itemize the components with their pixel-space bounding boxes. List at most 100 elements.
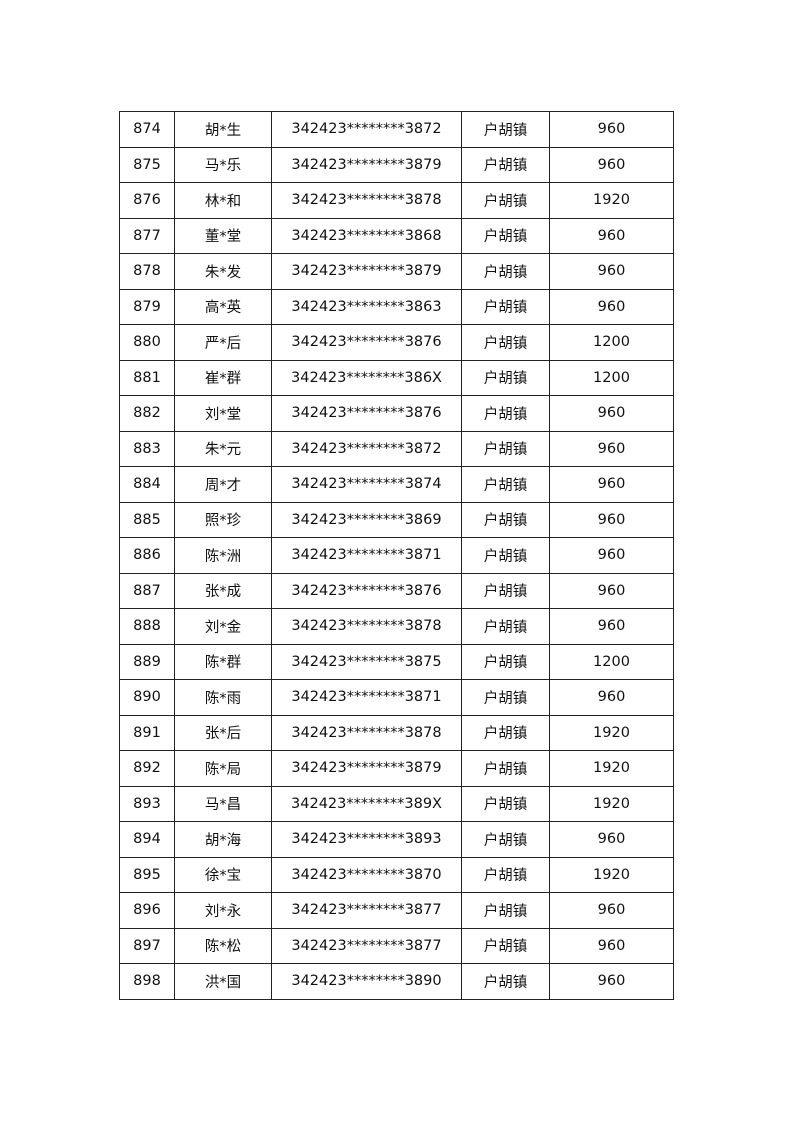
table-row: 881 崔*群 342423********386X 户胡镇 1200 <box>119 359 674 396</box>
row-number-cell: 883 <box>119 430 175 467</box>
id-number-cell: 342423********3876 <box>271 572 462 609</box>
table-row: 894 胡*海 342423********3893 户胡镇 960 <box>119 821 674 858</box>
name-cell: 朱*元 <box>174 430 272 467</box>
row-number-cell: 874 <box>119 111 175 148</box>
table-body: 874 胡*生 342423********3872 户胡镇 960 875 马*乐 3424… <box>119 111 674 1000</box>
town-cell: 户胡镇 <box>461 679 550 716</box>
amount-cell: 960 <box>549 537 674 574</box>
town-cell: 户胡镇 <box>461 501 550 538</box>
name-cell: 陈*松 <box>174 927 272 964</box>
name-cell: 周*才 <box>174 466 272 503</box>
amount-cell: 960 <box>549 146 674 183</box>
table-row: 874 胡*生 342423********3872 户胡镇 960 <box>119 111 674 148</box>
name-cell: 洪*国 <box>174 963 272 1000</box>
row-number-cell: 891 <box>119 714 175 751</box>
town-cell: 户胡镇 <box>461 572 550 609</box>
id-number-cell: 342423********3870 <box>271 856 462 893</box>
id-number-cell: 342423********3869 <box>271 501 462 538</box>
amount-cell: 1920 <box>549 750 674 787</box>
name-cell: 崔*群 <box>174 359 272 396</box>
row-number-cell: 893 <box>119 785 175 822</box>
town-cell: 户胡镇 <box>461 288 550 325</box>
id-number-cell: 342423********3876 <box>271 395 462 432</box>
row-number-cell: 884 <box>119 466 175 503</box>
amount-cell: 960 <box>549 963 674 1000</box>
name-cell: 刘*堂 <box>174 395 272 432</box>
table-row: 895 徐*宝 342423********3870 户胡镇 1920 <box>119 856 674 893</box>
row-number-cell: 894 <box>119 821 175 858</box>
town-cell: 户胡镇 <box>461 714 550 751</box>
table-row: 889 陈*群 342423********3875 户胡镇 1200 <box>119 643 674 680</box>
table-row: 884 周*才 342423********3874 户胡镇 960 <box>119 466 674 503</box>
id-number-cell: 342423********3879 <box>271 146 462 183</box>
name-cell: 董*堂 <box>174 217 272 254</box>
amount-cell: 960 <box>549 892 674 929</box>
table-row: 877 董*堂 342423********3868 户胡镇 960 <box>119 217 674 254</box>
amount-cell: 1200 <box>549 643 674 680</box>
town-cell: 户胡镇 <box>461 750 550 787</box>
id-number-cell: 342423********3875 <box>271 643 462 680</box>
name-cell: 刘*永 <box>174 892 272 929</box>
name-cell: 刘*金 <box>174 608 272 645</box>
town-cell: 户胡镇 <box>461 217 550 254</box>
amount-cell: 1920 <box>549 182 674 219</box>
row-number-cell: 882 <box>119 395 175 432</box>
id-number-cell: 342423********3868 <box>271 217 462 254</box>
town-cell: 户胡镇 <box>461 963 550 1000</box>
data-table: 874 胡*生 342423********3872 户胡镇 960 875 马*乐 3424… <box>119 111 674 1000</box>
row-number-cell: 879 <box>119 288 175 325</box>
town-cell: 户胡镇 <box>461 785 550 822</box>
town-cell: 户胡镇 <box>461 856 550 893</box>
id-number-cell: 342423********3871 <box>271 537 462 574</box>
name-cell: 照*珍 <box>174 501 272 538</box>
town-cell: 户胡镇 <box>461 821 550 858</box>
amount-cell: 960 <box>549 679 674 716</box>
table-row: 888 刘*金 342423********3878 户胡镇 960 <box>119 608 674 645</box>
table-row: 887 张*成 342423********3876 户胡镇 960 <box>119 572 674 609</box>
town-cell: 户胡镇 <box>461 253 550 290</box>
town-cell: 户胡镇 <box>461 395 550 432</box>
id-number-cell: 342423********3877 <box>271 927 462 964</box>
table-row: 883 朱*元 342423********3872 户胡镇 960 <box>119 430 674 467</box>
id-number-cell: 342423********3878 <box>271 182 462 219</box>
id-number-cell: 342423********3871 <box>271 679 462 716</box>
table-row: 880 严*后 342423********3876 户胡镇 1200 <box>119 324 674 361</box>
name-cell: 朱*发 <box>174 253 272 290</box>
amount-cell: 960 <box>549 111 674 148</box>
id-number-cell: 342423********3874 <box>271 466 462 503</box>
town-cell: 户胡镇 <box>461 324 550 361</box>
name-cell: 陈*局 <box>174 750 272 787</box>
amount-cell: 1200 <box>549 324 674 361</box>
town-cell: 户胡镇 <box>461 537 550 574</box>
town-cell: 户胡镇 <box>461 643 550 680</box>
name-cell: 高*英 <box>174 288 272 325</box>
row-number-cell: 881 <box>119 359 175 396</box>
table-row: 885 照*珍 342423********3869 户胡镇 960 <box>119 501 674 538</box>
name-cell: 陈*雨 <box>174 679 272 716</box>
name-cell: 张*成 <box>174 572 272 609</box>
name-cell: 徐*宝 <box>174 856 272 893</box>
amount-cell: 960 <box>549 466 674 503</box>
table-row: 896 刘*永 342423********3877 户胡镇 960 <box>119 892 674 929</box>
table-row: 892 陈*局 342423********3879 户胡镇 1920 <box>119 750 674 787</box>
town-cell: 户胡镇 <box>461 927 550 964</box>
amount-cell: 1920 <box>549 785 674 822</box>
name-cell: 胡*生 <box>174 111 272 148</box>
amount-cell: 960 <box>549 288 674 325</box>
amount-cell: 960 <box>549 253 674 290</box>
name-cell: 陈*洲 <box>174 537 272 574</box>
town-cell: 户胡镇 <box>461 146 550 183</box>
id-number-cell: 342423********3872 <box>271 111 462 148</box>
table-row: 876 林*和 342423********3878 户胡镇 1920 <box>119 182 674 219</box>
table-row: 897 陈*松 342423********3877 户胡镇 960 <box>119 927 674 964</box>
town-cell: 户胡镇 <box>461 111 550 148</box>
name-cell: 马*乐 <box>174 146 272 183</box>
id-number-cell: 342423********3893 <box>271 821 462 858</box>
amount-cell: 1920 <box>549 714 674 751</box>
id-number-cell: 342423********3876 <box>271 324 462 361</box>
amount-cell: 960 <box>549 217 674 254</box>
town-cell: 户胡镇 <box>461 466 550 503</box>
name-cell: 马*昌 <box>174 785 272 822</box>
id-number-cell: 342423********3872 <box>271 430 462 467</box>
table-row: 879 高*英 342423********3863 户胡镇 960 <box>119 288 674 325</box>
